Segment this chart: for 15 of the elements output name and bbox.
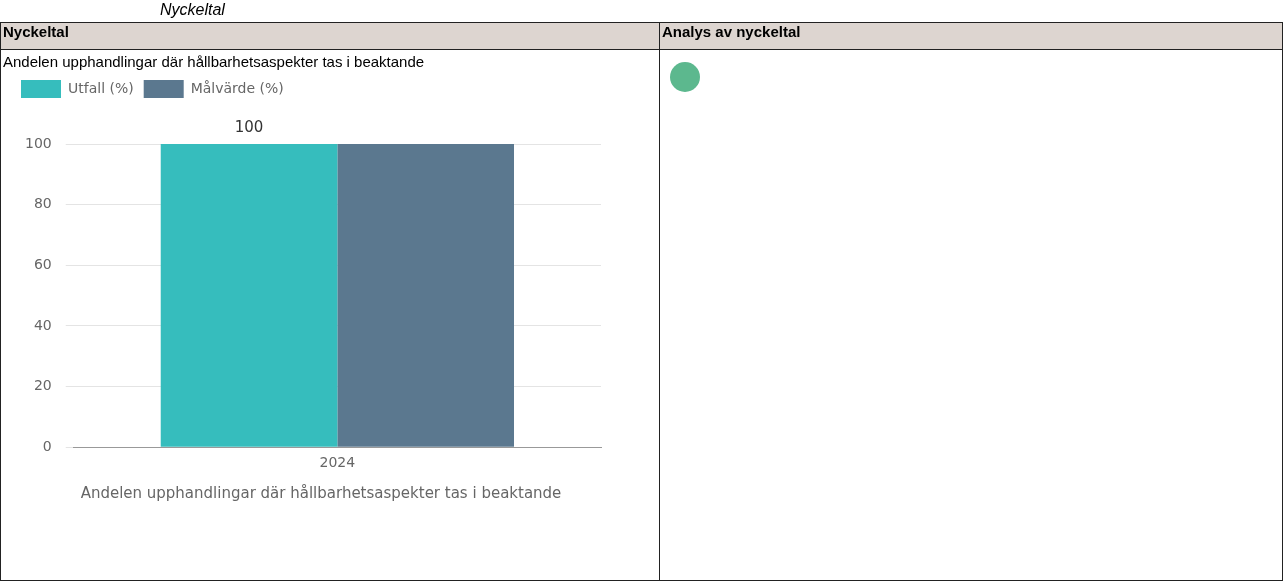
x-tick-label: 2024 (319, 454, 356, 471)
text: Nyckeltal (160, 0, 225, 20)
chart-title: Andelen upphandlingar där hållbarhetsaspekter tas i beaktande (2, 52, 426, 70)
text: Nyckeltal (0, 22, 660, 50)
y-tick-label: 40 (33, 316, 52, 333)
legend-label: Målvärde (%) (190, 79, 284, 96)
y-tick-label: 80 (33, 195, 52, 212)
x-axis-title: Andelen upphandlingar där hållbarhetsaspekter tas i beaktande (79, 484, 563, 502)
y-tick-label: 0 (42, 437, 52, 454)
data-label: 100 (234, 118, 264, 137)
y-tick-label: 20 (33, 377, 52, 394)
legend-label: Utfall (%) (68, 79, 134, 96)
y-tick-label: 100 (24, 134, 52, 151)
y-tick-label: 60 (33, 255, 52, 272)
text: Analys av nyckeltal (659, 22, 1283, 50)
